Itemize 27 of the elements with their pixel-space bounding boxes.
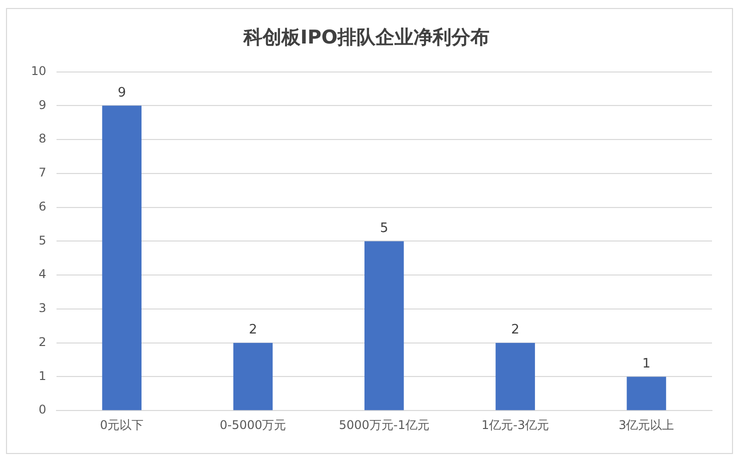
data-label: 2 <box>511 322 520 338</box>
data-label: 2 <box>248 322 258 338</box>
bar <box>233 342 273 410</box>
y-tick-label: 3 <box>38 301 46 316</box>
bar <box>626 376 666 410</box>
x-tick-label: 0元以下 <box>100 418 144 432</box>
y-tick-label: 1 <box>38 368 46 383</box>
y-tick-label: 7 <box>38 166 46 180</box>
x-tick-label: 3亿元以上 <box>618 418 674 432</box>
y-tick-label: 5 <box>38 233 46 248</box>
y-tick-label: 4 <box>38 267 46 282</box>
x-tick-label: 1亿元-3亿元 <box>481 418 550 432</box>
chart-title: 科创板IPO排队企业净利分布 <box>242 26 490 48</box>
x-tick-label: 5000万元-1亿元 <box>338 418 430 432</box>
y-tick-label: 10 <box>30 64 46 78</box>
y-tick-label: 8 <box>38 132 46 146</box>
data-label: 9 <box>118 86 126 101</box>
bar <box>496 342 535 410</box>
y-tick-label: 6 <box>38 199 46 214</box>
y-tick-label: 9 <box>38 98 46 112</box>
y-tick-label: 2 <box>38 334 46 349</box>
x-tick-label: 0-5000万元 <box>220 418 286 432</box>
data-label: 1 <box>642 356 651 372</box>
data-label: 5 <box>380 221 388 236</box>
bar <box>102 106 142 410</box>
y-tick-label: 0 <box>38 402 46 417</box>
bar <box>364 241 404 410</box>
